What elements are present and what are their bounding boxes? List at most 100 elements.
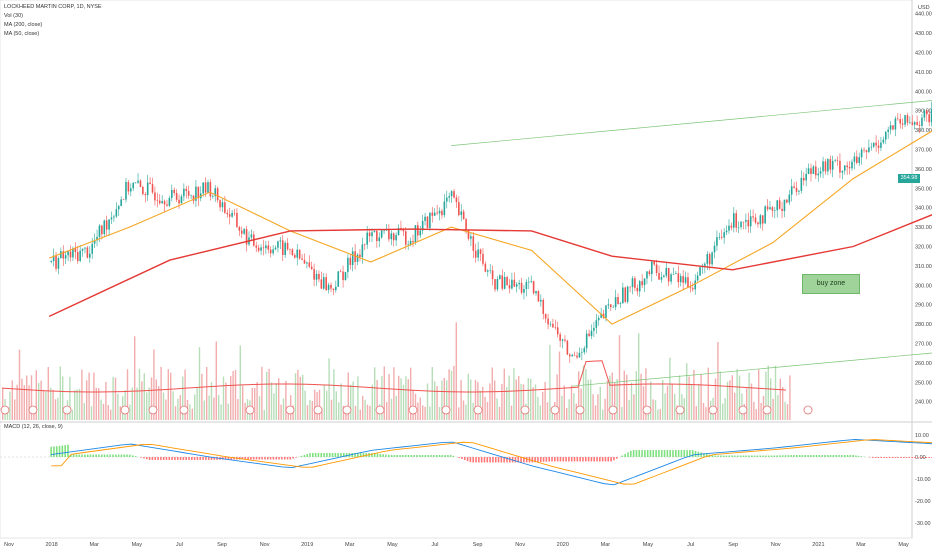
candle-body [171, 189, 173, 198]
macd-histogram-bar [641, 450, 643, 457]
candle-body [614, 297, 617, 308]
volume-bar [359, 409, 361, 420]
volume-bar [302, 374, 304, 420]
candle-body [474, 250, 477, 258]
macd-histogram-bar [666, 450, 669, 457]
macd-histogram-bar [812, 455, 815, 457]
candle-body [552, 323, 554, 328]
macd-histogram-bar [852, 455, 854, 457]
macd-histogram-bar [886, 457, 888, 458]
macd-histogram-bar [174, 457, 176, 460]
volume-bar [81, 369, 83, 420]
candle-body [443, 201, 446, 216]
volume-bar [167, 369, 169, 420]
volume-bar [170, 372, 172, 420]
macd-histogram-bar [599, 457, 601, 462]
candle-body [233, 212, 236, 214]
candle-body [764, 206, 766, 224]
candle-body [921, 117, 923, 126]
candle-body [812, 166, 815, 174]
volume-bar [496, 398, 498, 420]
candle-body [774, 210, 776, 211]
macd-histogram-bar [807, 455, 809, 457]
macd-histogram-bar [449, 455, 452, 457]
macd-histogram-bar [897, 457, 899, 458]
volume-bar [114, 377, 117, 420]
time-tick-label: Mar [601, 542, 611, 548]
macd-histogram-bar [736, 455, 739, 457]
earnings-marker [179, 405, 189, 415]
macd-histogram-bar [266, 457, 269, 460]
candle-body [101, 225, 103, 235]
volume-bar [582, 365, 585, 420]
volume-bar [690, 383, 693, 420]
volume-bar [786, 404, 789, 420]
ma200-line [48, 214, 932, 317]
volume-bar [239, 345, 241, 420]
candle-body [272, 249, 274, 254]
macd-histogram-bar [717, 455, 719, 457]
volume-bar [134, 336, 136, 420]
macd-histogram-bar [188, 457, 190, 460]
macd-histogram-bar [120, 454, 123, 457]
volume-bar [561, 395, 563, 420]
candle-body [747, 219, 750, 227]
volume-bar [158, 386, 160, 420]
candle-body [255, 245, 258, 248]
volume-bar [268, 368, 270, 420]
volume-bar [93, 372, 95, 420]
candle-body [212, 196, 214, 197]
volume-bar [556, 374, 558, 420]
volume-bar [347, 372, 349, 420]
macd-histogram-bar [328, 453, 331, 457]
macd-histogram-bar [275, 457, 278, 460]
volume-bar [755, 409, 757, 420]
volume-bar [765, 371, 767, 420]
macd-histogram-bar [689, 450, 691, 457]
volume-bar [664, 393, 666, 420]
volume-bar [83, 403, 85, 420]
candle-body [122, 199, 125, 201]
macd-histogram-bar [739, 455, 742, 457]
candle-body [511, 279, 513, 289]
volume-bar [244, 402, 246, 420]
volume-bar [530, 378, 532, 420]
candle-body [778, 200, 781, 209]
macd-histogram-bar [883, 457, 885, 458]
macd-histogram-bar [762, 455, 764, 457]
candle-body [670, 274, 672, 282]
candle-body [342, 271, 344, 281]
volume-bar [136, 387, 138, 420]
time-tick-label: Jul [687, 542, 694, 548]
candle-body [144, 194, 147, 196]
volume-bar [462, 400, 465, 420]
candle-body [337, 271, 340, 287]
macd-histogram-bar [89, 454, 92, 457]
candle-body [786, 199, 788, 203]
volume-bar [453, 365, 455, 420]
candle-body [98, 225, 101, 237]
candle-body [322, 277, 325, 289]
volume-bar [184, 369, 186, 420]
candle-body [923, 110, 926, 118]
candle-body [817, 173, 820, 176]
macd-histogram-bar [165, 457, 168, 460]
volume-bar [580, 388, 582, 420]
macd-histogram-bar [171, 457, 173, 460]
volume-bar [23, 385, 25, 420]
candle-body [202, 182, 204, 194]
candle-body [339, 271, 342, 273]
candle-body [450, 191, 453, 197]
volume-bar [779, 378, 781, 420]
volume-bar [640, 373, 642, 420]
candle-body [682, 276, 684, 283]
macd-histogram-bar [250, 457, 252, 460]
earnings-marker [313, 405, 323, 415]
macd-histogram-bar [92, 454, 95, 457]
candle-body [631, 278, 634, 288]
volume-bar [299, 376, 301, 420]
macd-histogram-bar [781, 455, 784, 457]
macd-histogram-bar [123, 454, 126, 457]
volume-bar [597, 394, 599, 420]
